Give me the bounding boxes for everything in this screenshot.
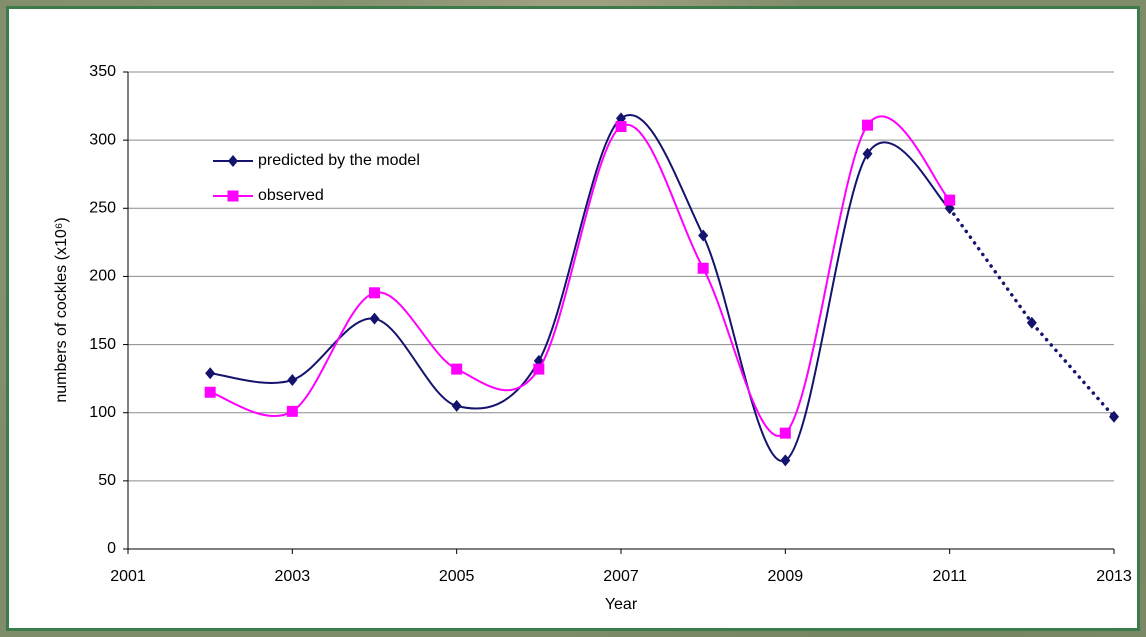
data-point	[779, 427, 791, 439]
legend-label: observed	[258, 187, 324, 204]
y-tick-label: 350	[89, 63, 116, 80]
chart-panel	[6, 6, 1140, 631]
x-axis-label: Year	[605, 596, 638, 613]
x-tick-label: 2003	[275, 568, 311, 585]
x-tick-label: 2007	[603, 568, 639, 585]
data-point	[780, 454, 791, 467]
data-point	[286, 405, 298, 417]
y-tick-label: 0	[107, 540, 116, 557]
data-point	[533, 363, 545, 375]
data-point	[287, 374, 298, 387]
data-point	[451, 399, 462, 412]
y-tick-label: 100	[89, 404, 116, 421]
data-point	[1026, 316, 1037, 329]
y-tick-label: 250	[89, 200, 116, 217]
y-tick-label: 200	[89, 268, 116, 285]
x-tick-label: 2005	[439, 568, 475, 585]
legend-marker	[227, 190, 239, 202]
data-point	[862, 119, 873, 131]
data-point	[615, 121, 627, 133]
data-point	[369, 312, 380, 325]
data-point	[944, 194, 956, 206]
legend-marker	[228, 155, 238, 167]
data-point	[1109, 410, 1119, 423]
data-point	[205, 367, 216, 380]
data-point	[697, 262, 709, 274]
data-point	[698, 229, 709, 242]
y-tick-label: 300	[89, 131, 116, 148]
data-point	[369, 287, 380, 299]
projection-line	[947, 206, 1116, 419]
data-point	[451, 363, 463, 375]
legend-label: predicted by the model	[258, 152, 420, 169]
y-tick-label: 50	[98, 472, 116, 489]
x-tick-label: 2001	[110, 568, 146, 585]
data-point	[204, 386, 216, 398]
x-tick-label: 2013	[1096, 568, 1132, 585]
x-tick-label: 2011	[932, 568, 967, 585]
data-point	[862, 147, 873, 160]
y-axis-label: numbers of cockles (x10⁶)	[53, 217, 70, 402]
x-tick-label: 2009	[768, 568, 804, 585]
y-tick-label: 150	[89, 336, 116, 353]
